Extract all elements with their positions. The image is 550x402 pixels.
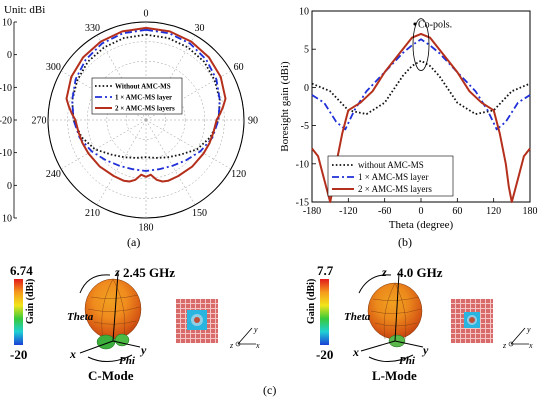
angle-tick-label: 180 [139, 223, 154, 233]
radial-tick-label: 10 [2, 18, 12, 29]
angle-tick-label: 30 [195, 23, 205, 34]
scale-axis-label: Gain (dBi) [25, 278, 36, 324]
angle-tick-label: 330 [85, 23, 100, 34]
axis-x-label: x [70, 347, 76, 361]
legend-entry: 1 × AMC-MS layer [358, 172, 428, 182]
x-tick-label: 0 [419, 206, 424, 217]
antenna-structure-image [451, 299, 493, 343]
frequency-label: 2.45 GHz [123, 265, 175, 280]
phi-label: Phi [119, 355, 135, 367]
grid-spoke [96, 119, 147, 205]
series-line [311, 38, 531, 131]
scale-axis-label: Gain (dBi) [306, 278, 317, 324]
unit-label: Unit: dBi [4, 4, 45, 16]
legend-entry: 2 × AMC-MS layers [115, 105, 175, 113]
radiation-pattern-3d [79, 272, 142, 362]
grid-ring [126, 100, 166, 140]
grid-ring [67, 41, 225, 199]
angle-tick-label: 120 [231, 169, 246, 180]
scale-max-label: 7.7 [317, 263, 334, 278]
panel-label-a: (a) [127, 235, 141, 249]
angle-tick-label: 210 [85, 208, 100, 219]
panel-label-c: (c) [263, 383, 277, 397]
angle-tick-label: 150 [192, 208, 207, 219]
mode-label: L-Mode [372, 368, 417, 383]
angle-tick-label: 60 [234, 62, 244, 73]
x-tick-label: 180 [523, 206, 538, 217]
radial-tick-label: -10 [0, 148, 12, 159]
grid-ring [86, 60, 206, 180]
radial-tick-label: -20 [0, 116, 12, 127]
axis-z-label: z [382, 265, 387, 279]
grid-spoke [145, 119, 231, 170]
svg-text:z: z [502, 341, 507, 350]
scale-min-label: -20 [10, 347, 28, 362]
y-tick-label: 10 [299, 7, 309, 18]
x-tick-label: 60 [452, 206, 462, 217]
radial-tick-label: 0 [7, 50, 12, 61]
y-tick-label: 5 [304, 45, 309, 56]
y-tick-label: 0 [304, 83, 309, 94]
scale-max-label: 6.74 [10, 263, 33, 278]
panel-label-b: (b) [398, 235, 412, 249]
pattern-l-mode: 7.7 -20 Gain (dBi) 4.0 GHz z Theta x y P… [275, 262, 545, 382]
grid-spoke [145, 119, 196, 205]
color-scale-bar [320, 279, 329, 345]
angle-tick-label: 300 [46, 62, 61, 73]
angle-tick-label: 0 [144, 9, 149, 20]
color-scale-bar [14, 279, 23, 345]
pattern-c-mode: 6.74 -20 Gain (dBi) 2.45 GHz z Theta x y… [0, 262, 270, 382]
angle-tick-label: 90 [248, 116, 258, 127]
angle-tick-label: 240 [46, 169, 61, 180]
svg-text:y: y [253, 325, 258, 334]
x-axis-label: Theta (degree) [389, 219, 454, 231]
legend-entry: without AMC-MS [358, 160, 424, 170]
axis-z-label: z [115, 265, 120, 279]
axis-x-label: x [353, 345, 359, 359]
x-tick-label: -120 [339, 206, 357, 217]
antenna-structure-image [176, 299, 218, 343]
polar-chart: 0 30 60 90 120 150 180 210 240 270 300 330 10 0 -10 -20… [0, 4, 258, 233]
copol-highlight [412, 18, 430, 72]
series-line [311, 59, 531, 115]
x-tick-label: -180 [303, 206, 321, 217]
svg-text:x: x [528, 341, 533, 350]
radial-tick-label: -10 [0, 83, 12, 94]
axis-y-label: y [423, 343, 429, 357]
series-line [71, 33, 221, 159]
legend-entry: 2 × AMC-MS layers [358, 184, 432, 194]
annotation-label: Co-pols. [418, 19, 452, 30]
theta-label: Theta [67, 311, 94, 323]
scale-min-label: -20 [316, 347, 334, 362]
y-axis-label: Boresight gain (dBi) [279, 61, 291, 152]
legend-entry: Without AMC-MS [115, 83, 171, 91]
grid-spoke [61, 119, 147, 170]
angle-tick-label: 270 [32, 116, 47, 127]
x-tick-label: 120 [486, 206, 501, 217]
svg-text:z: z [229, 341, 234, 350]
frequency-label: 4.0 GHz [397, 265, 443, 280]
annotation-dot [413, 22, 417, 26]
legend-entry: 1 × AMC-MS layer [115, 94, 172, 102]
svg-text:x: x [255, 341, 260, 350]
y-tick-label: -15 [296, 198, 309, 209]
radiation-pattern-3d [358, 272, 424, 362]
coordinate-axes-icon: z y x [502, 325, 533, 350]
mode-label: C-Mode [88, 368, 134, 383]
x-tick-label: -60 [378, 206, 391, 217]
y-tick-label: -10 [296, 159, 309, 170]
series-line [71, 28, 221, 172]
svg-text:y: y [526, 325, 531, 334]
coordinate-axes-icon: z y x [229, 325, 260, 350]
axis-y-label: y [141, 343, 147, 357]
radial-tick-label: 10 [2, 214, 12, 225]
radial-tick-label: 0 [7, 181, 12, 192]
y-tick-label: -5 [301, 121, 309, 132]
line-chart: -180 -120 -60 0 60 120 180 10 5 0 -5 -10 -15 Co-pols… [279, 7, 538, 232]
phi-label: Phi [399, 355, 415, 367]
theta-label: Theta [344, 311, 371, 323]
series-line [65, 26, 227, 183]
